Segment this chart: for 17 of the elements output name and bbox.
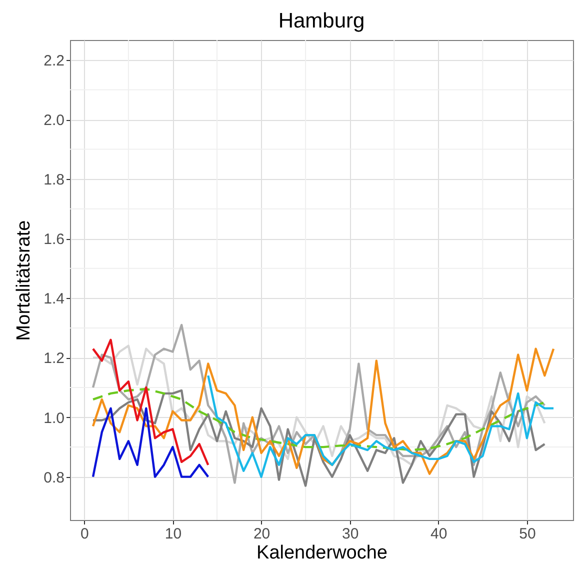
y-tick-label: 2.0	[44, 112, 64, 130]
y-tick-label: 1.0	[44, 410, 64, 427]
x-tick-label: 20	[253, 526, 270, 542]
y-tick-label: 1.2	[44, 350, 64, 368]
y-tick-label: 1.8	[44, 172, 64, 189]
x-tick-label: 50	[519, 526, 536, 542]
y-tick-label: 0.8	[44, 469, 64, 486]
y-tick-label: 1.6	[44, 231, 64, 248]
x-tick-label: 30	[342, 526, 359, 542]
x-axis-title: Kalenderwoche	[256, 542, 388, 564]
x-tick-label: 10	[164, 526, 182, 542]
y-tick-label: 1.4	[44, 290, 64, 308]
chart-title: Hamburg	[278, 10, 365, 32]
y-tick-label: 2.2	[44, 52, 64, 70]
x-tick-label: 0	[80, 526, 89, 542]
y-axis-title: Mortalitätsrate	[14, 220, 35, 341]
x-tick-label: 40	[430, 526, 448, 542]
